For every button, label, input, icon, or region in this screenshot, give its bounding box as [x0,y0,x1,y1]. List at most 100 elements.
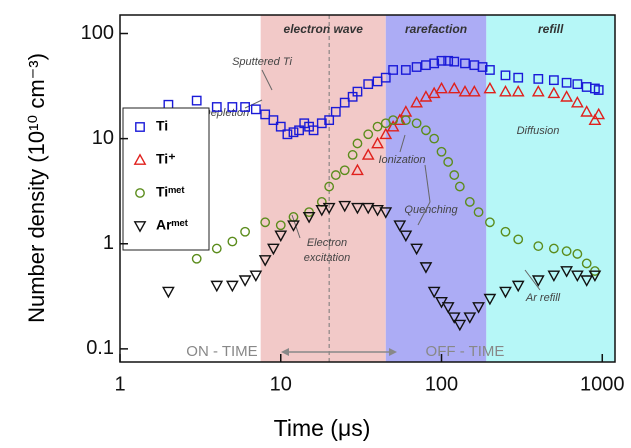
marker-triangle [302,212,316,224]
x-tick-label: 1 [114,373,125,395]
marker-triangle [499,84,512,97]
marker-square [436,55,447,66]
marker-triangle [249,270,263,283]
marker-triangle [447,312,461,324]
annotation: Sputtered Ti [232,56,292,68]
marker-square [485,65,495,75]
legend-marker [135,122,145,132]
marker-triangle [361,202,375,215]
marker-circle [548,243,559,254]
y-tick-label: 0.1 [86,337,114,359]
marker-triangle [427,286,441,299]
marker-triangle [570,95,584,108]
x-tick-label: 1000 [580,373,625,395]
marker-triangle [580,275,594,287]
x-tick-label: 10 [270,373,292,395]
marker-triangle [419,90,433,102]
marker-circle [324,181,335,192]
region [486,15,615,362]
y-tick-label: 10 [92,127,114,149]
legend: Ti Ti⁺ Tiᵐᵉᵗ Arᵐᵉᵗ [122,107,210,251]
marker-triangle [435,81,448,94]
region [385,15,487,362]
marker-triangle [410,95,423,108]
marker-triangle [463,312,477,324]
marker-circle [561,246,572,257]
marker-square [572,79,583,90]
on-time-arrow [281,348,397,356]
marker-circle [347,150,358,160]
marker-circle [449,170,460,180]
legend-entries: Ti Ti⁺ Tiᵐᵉᵗ Arᵐᵉᵗ [133,118,188,233]
marker-triangle [560,266,573,278]
marker-square [191,95,202,106]
data-layer [162,55,606,332]
marker-square [429,58,440,69]
marker-triangle [547,270,561,283]
marker-circle [411,118,422,129]
marker-triangle [531,275,545,287]
legend-label: Tiᵐᵉᵗ [156,184,184,200]
marker-square [211,102,222,112]
phase-label: OFF - TIME [426,343,505,360]
marker-square [363,79,374,90]
marker-square [282,129,293,140]
marker-triangle [393,220,407,232]
marker-triangle [351,202,364,215]
marker-square [388,65,399,75]
marker-triangle [379,127,393,140]
marker-triangle [351,163,364,176]
marker-circle [436,146,447,157]
marker-triangle [322,202,336,215]
legend-label: Arᵐᵉᵗ [156,217,188,233]
marker-square [288,127,299,138]
marker-circle [227,236,238,247]
marker-triangle [338,200,352,213]
marker-square [316,118,327,129]
annotation: Electron [307,237,347,249]
marker-triangle [483,293,497,306]
marker-circle [443,157,454,167]
marker-circle [400,115,411,126]
background-layer: electron wave rarefaction refill [260,15,615,362]
marker-triangle [315,204,329,217]
marker-circle [352,138,363,149]
marker-square [477,62,488,72]
legend-marker [135,188,145,198]
region-label: rarefaction [405,22,467,36]
region [260,15,386,362]
marker-square [352,86,363,97]
marker-triangle [467,84,481,97]
marker-circle [275,220,286,231]
marker-square [443,55,454,66]
marker-triangle [511,280,525,293]
marker-square [460,58,470,69]
marker-circle [572,249,583,259]
marker-circle [240,226,250,237]
marker-triangle [570,270,584,283]
legend-marker [133,221,147,233]
annotation: Ionization [378,154,425,166]
marker-triangle [472,302,485,314]
marker-square [500,70,511,81]
marker-triangle [560,90,573,102]
annotation: Depletion [203,107,249,119]
marker-square [513,72,524,83]
marker-circle [533,241,544,251]
marker-circle [454,181,465,192]
legend-label: Ti [156,118,168,134]
annotations: Sputtered Ti Depletion Ionization Diffus… [186,56,560,360]
legend-marker [133,153,147,165]
marker-triangle [287,220,300,232]
marker-circle [330,170,341,180]
annotation: Diffusion [517,125,560,137]
marker-triangle [410,243,423,256]
x-tick-label: 100 [425,373,458,395]
marker-square [275,121,286,132]
marker-triangle [267,243,280,256]
marker-square [593,85,604,95]
marker-square [449,56,460,67]
marker-square [330,106,341,117]
marker-square [324,115,335,126]
